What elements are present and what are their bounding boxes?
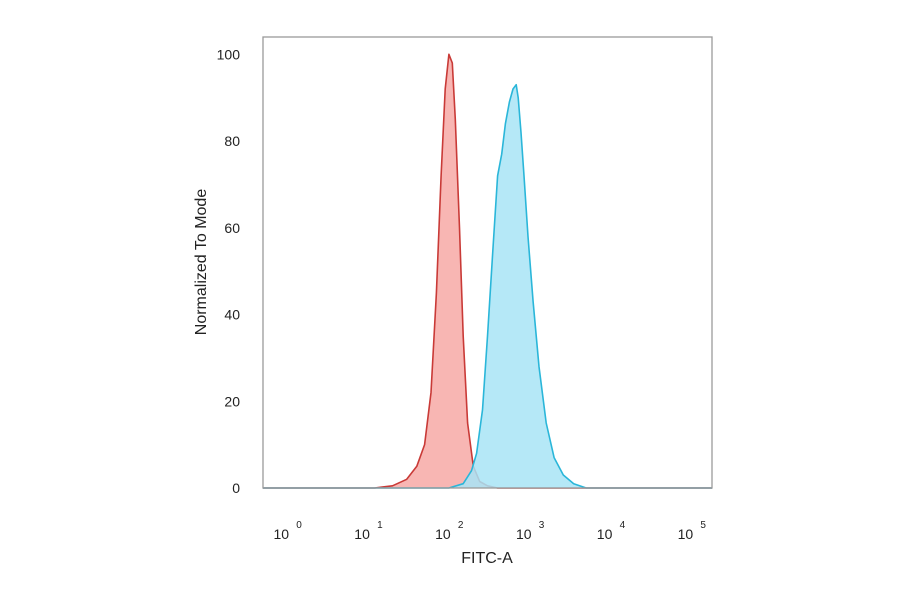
x-tick-exponent: 0 [296, 520, 302, 531]
plot-frame [262, 36, 713, 489]
y-tick-label: 20 [224, 393, 240, 409]
y-tick-label: 60 [224, 220, 240, 236]
x-tick-label: 10 [516, 526, 532, 542]
x-tick-exponent: 5 [700, 520, 706, 531]
y-axis-ticks: 0 20 40 60 80 100 [217, 46, 241, 496]
histogram-line-2 [263, 83, 712, 489]
histogram-area-2 [263, 84, 712, 488]
x-axis-title: FITC-A [461, 550, 513, 567]
y-axis-title: Normalized To Mode [193, 189, 210, 336]
y-tick-label: 40 [224, 307, 240, 323]
x-tick-label: 10 [274, 526, 290, 542]
x-tick-exponent: 3 [539, 520, 545, 531]
x-tick-label: 10 [354, 526, 370, 542]
x-tick-label: 10 [435, 526, 451, 542]
x-tick-exponent: 4 [620, 520, 626, 531]
x-tick-label: 10 [678, 526, 694, 542]
y-tick-label: 0 [232, 480, 240, 496]
x-tick-label: 10 [597, 526, 613, 542]
x-tick-exponent: 1 [377, 520, 383, 531]
y-tick-label: 80 [224, 133, 240, 149]
x-tick-exponent: 2 [458, 520, 464, 531]
x-axis-ticks: 10 0 10 1 10 2 10 3 10 4 10 5 [274, 520, 707, 542]
histogram-series-group [263, 53, 712, 489]
y-tick-label: 100 [217, 46, 241, 62]
